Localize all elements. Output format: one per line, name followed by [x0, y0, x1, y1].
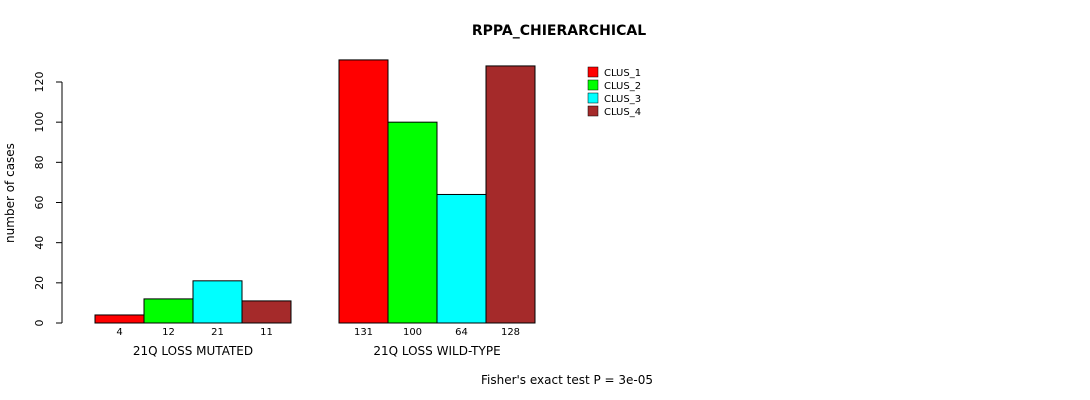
y-tick-label: 80	[33, 155, 46, 169]
y-axis: 0 20 40 60 80 100 120	[33, 72, 63, 327]
legend-label: CLUS_3	[604, 94, 641, 105]
y-tick-label: 120	[33, 72, 46, 93]
bar-value-label: 131	[354, 327, 373, 338]
bar-value-label: 11	[260, 327, 273, 338]
bar-value-label: 12	[162, 327, 175, 338]
y-tick-label: 40	[33, 236, 46, 250]
bar-clus-4	[485, 65, 536, 324]
bar-clus-1	[338, 59, 389, 324]
category-label: 21Q LOSS WILD-TYPE	[373, 344, 500, 358]
bar-value-label: 21	[211, 327, 224, 338]
bar-group: 4 12 21 11 21Q LOSS MUTATED	[94, 280, 292, 358]
bar-value-label: 128	[501, 327, 520, 338]
legend-label: CLUS_4	[604, 107, 641, 118]
y-tick-label: 100	[33, 112, 46, 133]
legend-item: CLUS_1	[587, 66, 641, 79]
bar-clus-2	[387, 121, 438, 324]
legend: CLUS_1 CLUS_2 CLUS_3 CLUS_4	[587, 66, 641, 118]
y-tick-label: 20	[33, 276, 46, 290]
legend-swatch	[587, 66, 599, 78]
bar-clus-1	[94, 314, 145, 324]
fisher-test-annotation: Fisher's exact test P = 3e-05	[481, 373, 653, 387]
category-label: 21Q LOSS MUTATED	[133, 344, 253, 358]
legend-item: CLUS_4	[587, 105, 641, 118]
bar-clus-4	[241, 300, 292, 324]
y-tick-label: 60	[33, 196, 46, 210]
legend-item: CLUS_3	[587, 92, 641, 105]
bar-clus-3	[436, 193, 487, 324]
legend-label: CLUS_1	[604, 68, 641, 79]
legend-swatch	[587, 92, 599, 104]
y-axis-label: number of cases	[3, 143, 17, 243]
legend-label: CLUS_2	[604, 81, 641, 92]
chart-title: RPPA_CHIERARCHICAL	[472, 23, 646, 39]
legend-swatch	[587, 79, 599, 91]
bar-value-label: 4	[116, 327, 122, 338]
bar-clus-3	[192, 280, 243, 324]
bar-value-label: 64	[455, 327, 468, 338]
bar-clus-2	[143, 298, 194, 324]
y-tick-label: 0	[33, 320, 46, 327]
legend-swatch	[587, 105, 599, 117]
bar-value-label: 100	[403, 327, 422, 338]
legend-item: CLUS_2	[587, 79, 641, 92]
